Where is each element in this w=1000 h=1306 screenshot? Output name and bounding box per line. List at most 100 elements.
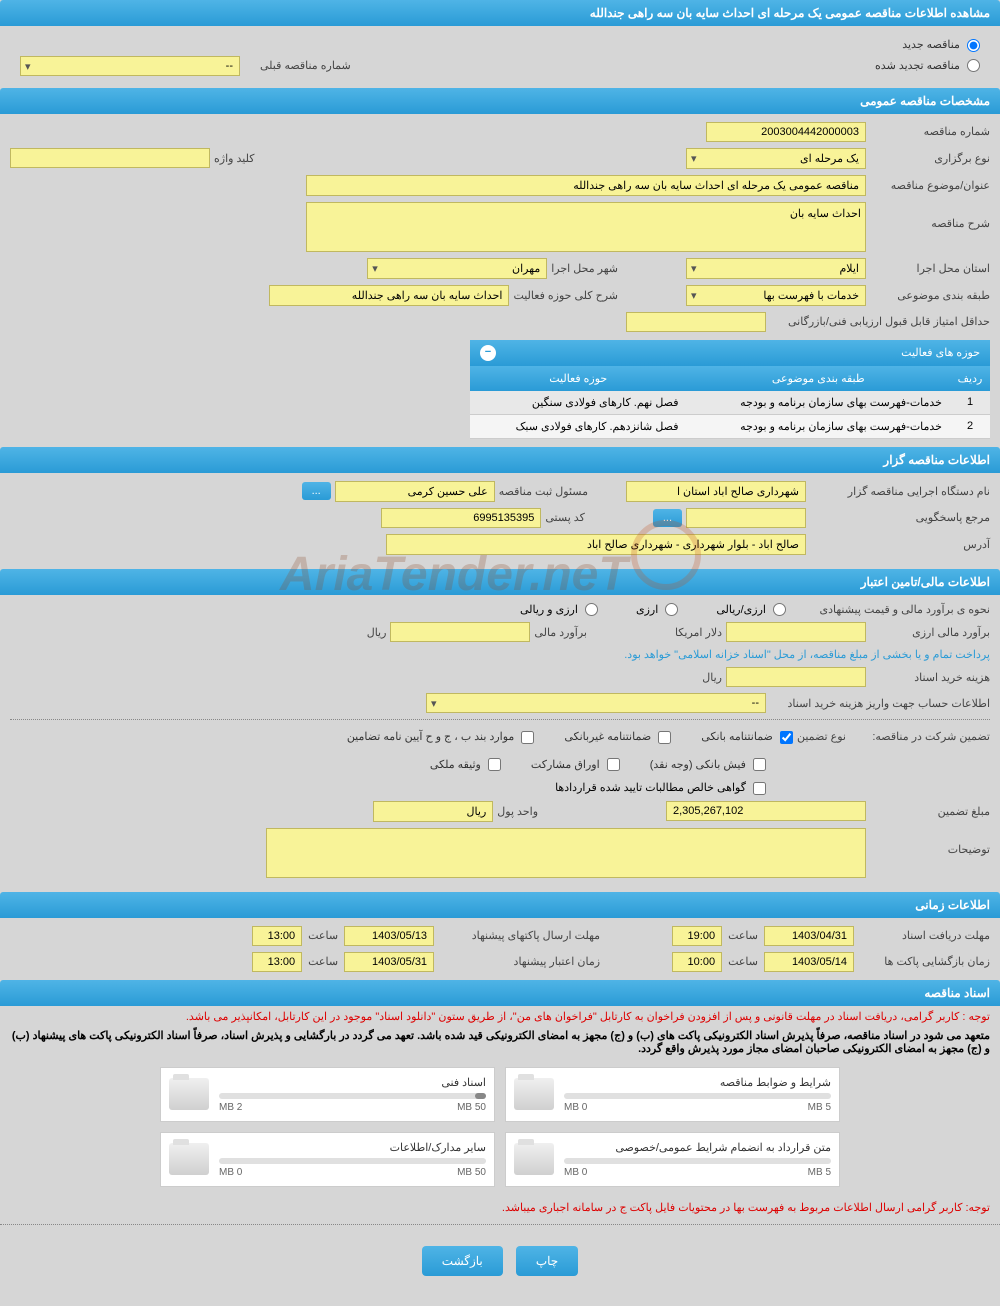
section-general: شماره مناقصه 2003004442000003 نوع برگزار…	[0, 114, 1000, 447]
file-box[interactable]: متن قرارداد به انضمام شرایط عمومی/خصوصی …	[505, 1132, 840, 1187]
radio-rial[interactable]: ارزی و ریالی	[520, 603, 598, 617]
city-select[interactable]: مهران	[367, 258, 547, 279]
page-title: مشاهده اطلاعات مناقصه عمومی یک مرحله ای …	[590, 6, 990, 20]
activity-header: حوزه های فعالیت −	[470, 340, 990, 366]
subject-field[interactable]: مناقصه عمومی یک مرحله ای احداث سایه بان …	[306, 175, 866, 196]
doc-cost-field[interactable]	[726, 667, 866, 687]
send-date[interactable]: 1403/05/13	[344, 926, 434, 946]
receive-date[interactable]: 1403/04/31	[764, 926, 854, 946]
chk-bank[interactable]: ضمانتنامه بانکی	[701, 730, 793, 744]
radio-renewed[interactable]: مناقصه تجدید شده	[875, 59, 980, 73]
payment-account-select[interactable]: --	[426, 693, 766, 713]
back-button[interactable]: بازگشت	[422, 1246, 503, 1276]
contact-field	[686, 508, 806, 528]
open-date[interactable]: 1403/05/14	[764, 952, 854, 972]
notes-field[interactable]	[266, 828, 866, 878]
postal-field: 6995135395	[381, 508, 541, 528]
section-holder-header: اطلاعات مناقصه گزار	[0, 447, 1000, 473]
docs-note1: توجه : کاربر گرامی، دریافت اسناد در مهلت…	[0, 1006, 1000, 1027]
activity-table: ردیف طبقه بندی موضوعی حوزه فعالیت 1خدمات…	[470, 366, 990, 439]
desc-label: شرح مناقصه	[870, 202, 990, 230]
payment-account-label: اطلاعات حساب جهت واریز هزینه خرید اسناد	[770, 697, 990, 710]
th-area: حوزه فعالیت	[470, 366, 686, 391]
section-time: مهلت دریافت اسناد 1403/04/31 ساعت 19:00 …	[0, 918, 1000, 980]
open-time[interactable]: 10:00	[672, 952, 722, 972]
chk-articles[interactable]: موارد بند ب ، ج و ح آیین نامه تضامین	[347, 730, 535, 744]
category-label: طبقه بندی موضوعی	[870, 289, 990, 302]
section-general-header: مشخصات مناقصه عمومی	[0, 88, 1000, 114]
keyword-field[interactable]	[10, 148, 210, 168]
guarantee-title: تضمین شرکت در مناقصه:	[850, 730, 990, 743]
currency-label: واحد پول	[497, 805, 538, 818]
treasury-note: پرداخت تمام و یا بخشی از مبلغ مناقصه، از…	[624, 648, 990, 661]
contact-browse-button[interactable]: ...	[653, 509, 682, 527]
validity-date[interactable]: 1403/05/31	[344, 952, 434, 972]
status-section: مناقصه جدید مناقصه تجدید شده شماره مناقص…	[0, 26, 1000, 88]
guarantee-type-label: نوع تضمین	[797, 730, 846, 743]
print-button[interactable]: چاپ	[516, 1246, 578, 1276]
folder-icon	[169, 1143, 209, 1175]
section-financial-header: اطلاعات مالی/تامین اعتبار	[0, 569, 1000, 595]
validity-time[interactable]: 13:00	[252, 952, 302, 972]
file-grid: شرایط و ضوابط مناقصه 5 MB0 MB اسناد فنی …	[150, 1057, 850, 1197]
file-box[interactable]: شرایط و ضوابط مناقصه 5 MB0 MB	[505, 1067, 840, 1122]
category-select[interactable]: خدمات با فهرست بها	[686, 285, 866, 306]
receive-time-label: ساعت	[728, 929, 758, 942]
guarantee-amount-field[interactable]: 2,305,267,102	[666, 801, 866, 821]
rial-estimate-label: برآورد مالی	[534, 626, 587, 639]
fx-estimate-field[interactable]	[726, 622, 866, 642]
th-category: طبقه بندی موضوعی	[686, 366, 950, 391]
chk-cash[interactable]: فیش بانکی (وجه نقد)	[650, 758, 766, 772]
doc-cost-label: هزینه خرید اسناد	[870, 671, 990, 684]
keyword-label: کلید واژه	[214, 152, 254, 165]
collapse-icon[interactable]: −	[480, 345, 496, 361]
file-box[interactable]: اسناد فنی 50 MB2 MB	[160, 1067, 495, 1122]
radio-fx-rial[interactable]: ارزی/ریالی	[716, 603, 786, 617]
send-time-label: ساعت	[308, 929, 338, 942]
fx-estimate-label: برآورد مالی ارزی	[870, 626, 990, 639]
open-time-label: ساعت	[728, 955, 758, 968]
send-deadline-label: مهلت ارسال پاکتهای پیشنهاد	[440, 929, 600, 942]
validity-time-label: ساعت	[308, 955, 338, 968]
receive-deadline-label: مهلت دریافت اسناد	[860, 929, 990, 942]
page-title-bar: مشاهده اطلاعات مناقصه عمومی یک مرحله ای …	[0, 0, 1000, 26]
type-select[interactable]: یک مرحله ای	[686, 148, 866, 169]
send-time[interactable]: 13:00	[252, 926, 302, 946]
chk-receivables[interactable]: گواهی خالص مطالبات تایید شده قراردادها	[555, 781, 766, 795]
registrar-field: علی حسین کرمی	[335, 481, 495, 502]
docs-note2: متعهد می شود در اسناد مناقصه، صرفاً پذیر…	[0, 1027, 1000, 1057]
radio-new[interactable]: مناقصه جدید	[902, 39, 980, 51]
table-row: 2خدمات-فهرست بهای سازمان برنامه و بودجهف…	[470, 414, 990, 438]
open-label: زمان بازگشایی پاکت ها	[860, 955, 990, 968]
section-time-header: اطلاعات زمانی	[0, 892, 1000, 918]
province-select: ایلام	[686, 258, 866, 279]
org-label: نام دستگاه اجرایی مناقصه گزار	[810, 485, 990, 498]
chk-property[interactable]: وثیقه ملکی	[430, 758, 501, 772]
radio-fx[interactable]: ارزی	[636, 603, 678, 617]
minscore-field[interactable]	[626, 312, 766, 332]
estimate-method-label: نحوه ی برآورد مالی و قیمت پیشنهادی	[790, 603, 990, 616]
folder-icon	[514, 1143, 554, 1175]
scope-field[interactable]: احداث سایه بان سه راهی جندالله	[269, 285, 509, 306]
chk-nonbank[interactable]: ضمانتنامه غیربانکی	[564, 730, 671, 744]
minscore-label: حداقل امتیاز قابل قبول ارزیابی فنی/بازرگ…	[770, 315, 990, 328]
file-box[interactable]: سایر مدارک/اطلاعات 50 MB0 MB	[160, 1132, 495, 1187]
prev-number-select[interactable]: --	[20, 56, 240, 76]
receive-time[interactable]: 19:00	[672, 926, 722, 946]
notes-label: توضیحات	[870, 828, 990, 856]
rial-estimate-field[interactable]	[390, 622, 530, 642]
section-docs-header: اسناد مناقصه	[0, 980, 1000, 1006]
subject-label: عنوان/موضوع مناقصه	[870, 179, 990, 192]
table-row: 1خدمات-فهرست بهای سازمان برنامه و بودجهف…	[470, 391, 990, 415]
org-field: شهرداری صالح اباد استان ا	[626, 481, 806, 502]
number-field: 2003004442000003	[706, 122, 866, 142]
doc-cost-unit: ریال	[702, 671, 722, 684]
section-financial: نحوه ی برآورد مالی و قیمت پیشنهادی ارزی/…	[0, 595, 1000, 892]
number-label: شماره مناقصه	[870, 125, 990, 138]
th-row: ردیف	[950, 366, 990, 391]
province-label: استان محل اجرا	[870, 262, 990, 275]
address-label: آدرس	[810, 538, 990, 551]
desc-field[interactable]: احداث سایه بان	[306, 202, 866, 252]
chk-bonds[interactable]: اوراق مشارکت	[531, 758, 620, 772]
registrar-browse-button[interactable]: ...	[302, 482, 331, 500]
